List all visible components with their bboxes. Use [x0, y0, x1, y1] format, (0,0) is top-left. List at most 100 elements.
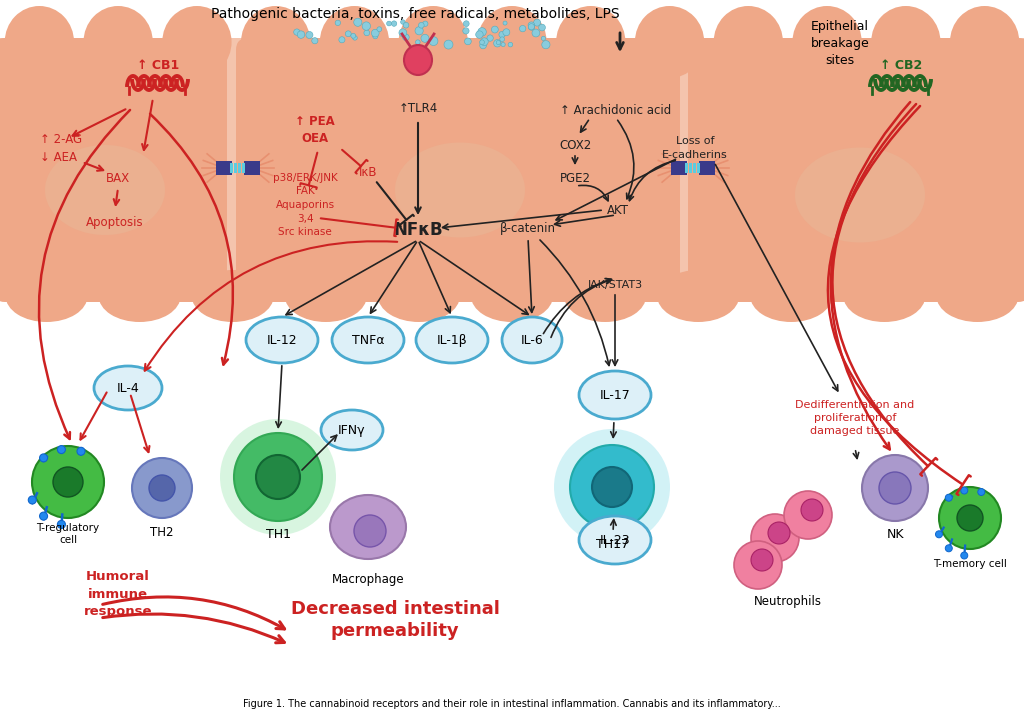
Circle shape	[400, 20, 406, 24]
Circle shape	[945, 494, 952, 501]
Circle shape	[377, 26, 382, 31]
Text: IFNγ: IFNγ	[338, 423, 366, 436]
Circle shape	[362, 22, 371, 30]
Ellipse shape	[950, 6, 1019, 78]
Bar	[234, 163, 237, 173]
Circle shape	[499, 31, 505, 38]
Circle shape	[132, 458, 193, 518]
Ellipse shape	[404, 45, 432, 75]
Text: Neutrophils: Neutrophils	[754, 596, 822, 608]
Text: IL-6: IL-6	[520, 333, 544, 347]
Bar	[689, 163, 692, 173]
Circle shape	[354, 515, 386, 547]
Circle shape	[936, 531, 942, 538]
Circle shape	[480, 38, 488, 46]
Ellipse shape	[285, 270, 367, 322]
Ellipse shape	[45, 145, 165, 235]
Circle shape	[508, 42, 513, 47]
Ellipse shape	[350, 503, 406, 543]
Circle shape	[297, 31, 305, 39]
Ellipse shape	[657, 270, 739, 322]
Circle shape	[419, 22, 424, 28]
Ellipse shape	[94, 366, 162, 410]
Text: TNFα: TNFα	[352, 333, 384, 347]
Circle shape	[220, 419, 336, 535]
Circle shape	[416, 40, 420, 44]
Bar	[252, 161, 260, 175]
Bar	[699, 161, 707, 175]
Circle shape	[429, 36, 438, 46]
Ellipse shape	[330, 495, 406, 559]
Circle shape	[978, 488, 985, 495]
Text: TH2: TH2	[151, 526, 174, 538]
Circle shape	[465, 38, 471, 45]
Text: IL-1β: IL-1β	[436, 333, 467, 347]
Circle shape	[391, 21, 396, 26]
Ellipse shape	[556, 6, 626, 78]
Circle shape	[961, 552, 968, 559]
Text: TH1: TH1	[265, 528, 291, 541]
Ellipse shape	[564, 270, 646, 322]
Text: JAK/STAT3: JAK/STAT3	[588, 280, 643, 290]
Circle shape	[399, 29, 407, 36]
Circle shape	[592, 467, 632, 507]
Circle shape	[500, 37, 505, 41]
Text: IL-23: IL-23	[600, 533, 631, 546]
Ellipse shape	[937, 270, 1019, 322]
Ellipse shape	[241, 6, 310, 78]
Circle shape	[373, 34, 378, 39]
Bar	[707, 161, 715, 175]
Bar	[697, 163, 700, 173]
Text: IL-12: IL-12	[266, 333, 297, 347]
Text: Decreased intestinal
permeability: Decreased intestinal permeability	[291, 600, 500, 640]
Circle shape	[532, 29, 540, 37]
Ellipse shape	[321, 410, 383, 450]
Circle shape	[734, 541, 782, 589]
Circle shape	[503, 29, 510, 36]
Text: T-regulatory
cell: T-regulatory cell	[37, 523, 99, 545]
Ellipse shape	[844, 270, 926, 322]
Bar	[242, 163, 245, 173]
Ellipse shape	[246, 317, 318, 363]
Ellipse shape	[751, 270, 833, 322]
Circle shape	[487, 35, 494, 41]
Circle shape	[423, 21, 428, 26]
Ellipse shape	[793, 6, 862, 78]
Text: Dedifferentiation and
proliferation of
damaged tissue: Dedifferentiation and proliferation of d…	[796, 400, 914, 436]
Circle shape	[351, 34, 355, 38]
Circle shape	[53, 467, 83, 497]
Bar	[685, 163, 688, 173]
Ellipse shape	[871, 6, 940, 78]
Ellipse shape	[395, 142, 525, 237]
FancyBboxPatch shape	[236, 38, 680, 302]
Text: IκB: IκB	[358, 165, 377, 179]
Circle shape	[372, 29, 379, 37]
Text: TH17: TH17	[596, 538, 629, 551]
Circle shape	[29, 496, 36, 504]
Text: ↑ PEA
OEA: ↑ PEA OEA	[295, 115, 335, 145]
Circle shape	[306, 31, 313, 39]
Circle shape	[497, 41, 501, 44]
Circle shape	[77, 448, 85, 455]
Ellipse shape	[635, 6, 705, 78]
Circle shape	[519, 26, 526, 32]
Text: ↑ 2-AG
↓ AEA: ↑ 2-AG ↓ AEA	[40, 132, 82, 164]
Circle shape	[542, 41, 550, 49]
Ellipse shape	[84, 6, 153, 78]
FancyBboxPatch shape	[688, 38, 1024, 302]
Text: Epithelial
breakage
sites: Epithelial breakage sites	[811, 20, 869, 67]
Circle shape	[542, 36, 546, 41]
Ellipse shape	[319, 6, 389, 78]
Circle shape	[957, 505, 983, 531]
Circle shape	[862, 455, 928, 521]
Circle shape	[492, 26, 499, 33]
Ellipse shape	[579, 371, 651, 419]
Circle shape	[751, 514, 799, 562]
Ellipse shape	[477, 6, 547, 78]
Circle shape	[570, 445, 654, 529]
Circle shape	[256, 455, 300, 499]
Bar	[224, 161, 232, 175]
Circle shape	[311, 38, 317, 44]
Circle shape	[421, 34, 429, 42]
Bar	[671, 161, 679, 175]
